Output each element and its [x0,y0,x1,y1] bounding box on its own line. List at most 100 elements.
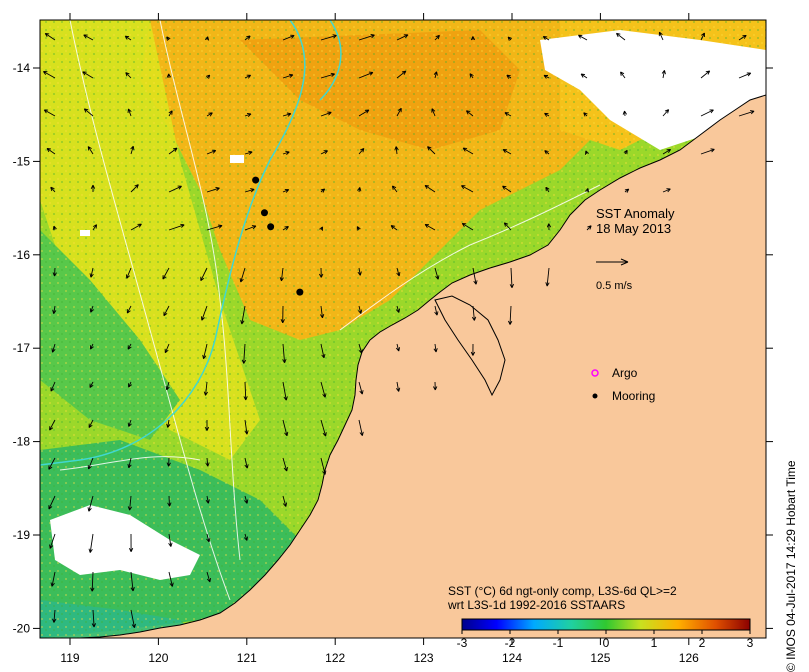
current-arrow [662,148,671,155]
current-arrow [168,571,174,587]
colorbar-tick-label: 3 [747,636,754,650]
colorbar-tick-label: -1 [553,636,564,650]
current-arrow [434,305,439,316]
mooring-point [296,288,304,296]
current-arrow [127,419,132,427]
current-arrow [52,305,57,314]
current-arrow [507,305,513,325]
current-arrow [43,71,56,79]
current-arrow [358,147,365,155]
lat-tick-label: -18 [13,435,31,449]
scale-arrow-label: 0.5 m/s [596,280,633,292]
current-arrow [87,457,94,470]
current-arrow [320,188,326,193]
current-arrow [52,609,57,623]
current-arrow [738,34,747,41]
current-arrow [320,72,336,79]
current-arrow [243,381,248,401]
current-arrow [427,146,436,155]
current-arrow [206,187,220,193]
current-arrow [90,343,94,350]
current-arrow [622,110,627,117]
current-arrow [465,110,474,117]
mooring-point [252,176,260,184]
current-arrow [204,36,210,41]
current-arrow [90,571,95,592]
current-arrow [320,343,326,359]
current-arrow [83,34,94,41]
current-arrow [433,381,438,391]
current-arrow [241,343,247,364]
current-arrow [130,609,136,628]
current-arrow [543,74,550,79]
current-arrow [205,74,211,79]
current-arrow [50,381,56,392]
current-arrow [51,343,56,353]
current-arrow [50,571,56,587]
map-title: SST Anomaly [596,206,675,221]
current-arrow [470,343,476,356]
current-arrow [357,267,362,276]
colorbar-gradient [461,618,751,631]
current-arrow [130,184,139,193]
current-arrow [282,495,288,507]
current-arrow [320,34,337,41]
current-arrow [92,224,98,231]
current-arrow [244,495,249,504]
current-arrow [509,267,515,289]
current-arrow [358,419,364,436]
current-arrow [127,108,132,117]
current-arrow [244,112,252,118]
current-vectors [43,31,755,628]
current-arrow [282,226,289,231]
lat-tick-label: -16 [13,248,31,262]
bathymetry-contours [59,20,601,601]
current-arrow [244,225,257,231]
current-arrow [205,495,210,504]
current-arrow [168,223,185,231]
current-arrow [356,226,361,231]
current-arrow [544,112,550,117]
current-arrow [48,457,56,470]
current-arrow [431,108,436,117]
mooring-point [267,223,275,231]
current-arrow [620,71,626,79]
current-arrow [243,533,248,541]
current-arrow [244,74,252,79]
current-arrow [320,419,327,437]
current-arrow [390,225,398,231]
lon-tick-label: 126 [679,651,699,665]
current-arrow [164,343,170,354]
current-arrow [128,381,132,388]
current-arrow [358,71,374,79]
current-arrow [434,267,440,280]
colorbar-tick-label: 1 [651,636,658,650]
colorbar-tick-label: 2 [699,636,706,650]
current-arrow [396,107,402,117]
current-arrow [738,110,755,117]
current-arrow [125,72,132,79]
current-arrow [168,533,173,547]
cloud-speck [80,230,90,236]
current-arrow [130,223,142,231]
current-arrow [580,73,588,79]
current-arrow [127,343,132,350]
current-arrow [87,495,94,512]
current-arrow [320,111,332,117]
current-arrow [662,188,671,193]
current-arrow [358,381,364,395]
current-arrow [461,185,474,193]
current-arrow [203,381,208,396]
axis-ticks: 119 120 121 122 123 124 125 126-14-15-16-17-18-… [13,13,773,665]
current-arrow [49,419,56,431]
current-arrow [282,150,290,156]
cloud-gap-south [50,505,200,580]
lon-tick-label: 124 [502,651,522,665]
lat-tick-label: -15 [13,154,31,168]
current-arrow [357,305,363,314]
current-arrow [89,381,94,388]
current-arrow [700,109,714,117]
current-arrow [91,609,97,628]
current-arrow [52,267,57,277]
lat-tick-label: -19 [13,528,31,542]
